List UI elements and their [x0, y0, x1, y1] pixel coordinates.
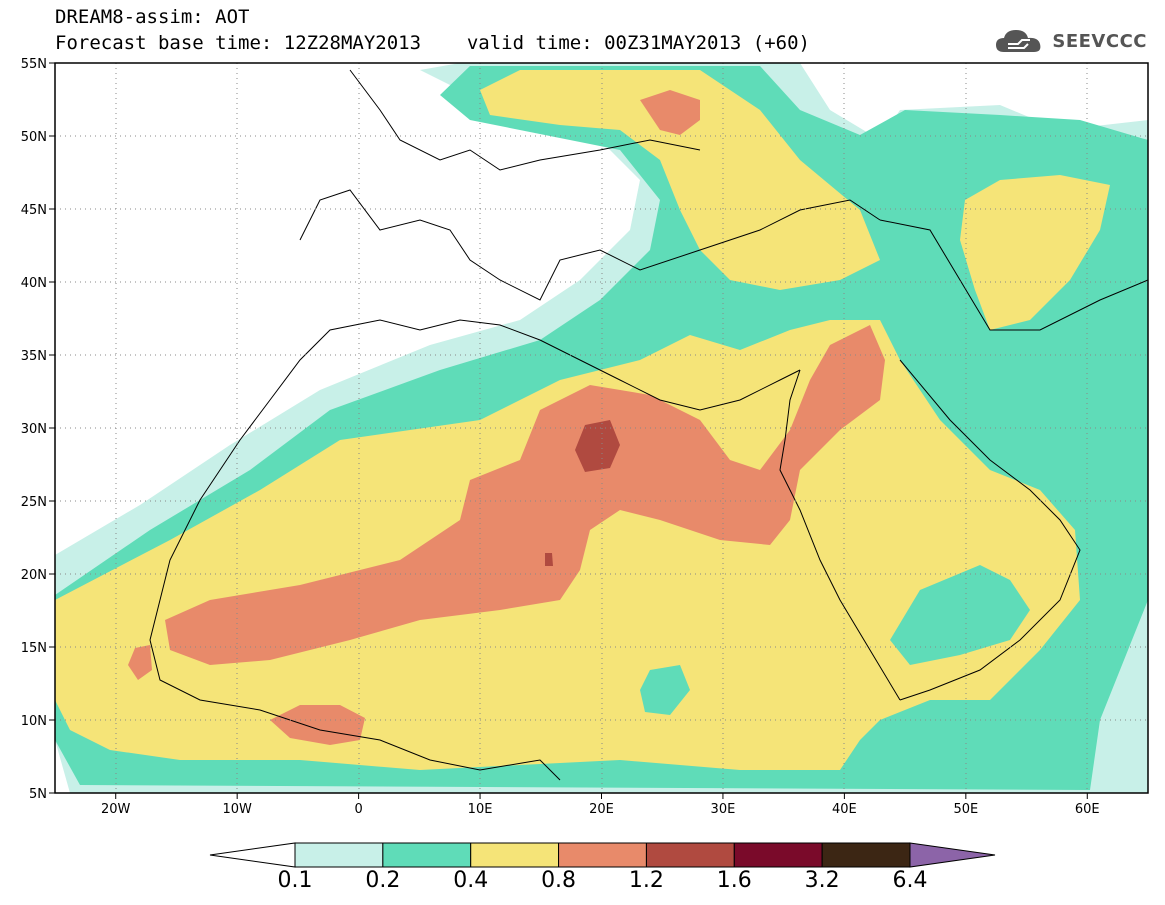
aot-band-0-4-caspian	[960, 175, 1110, 330]
colorbar-box	[470, 842, 560, 868]
colorbar-label: 0.8	[541, 868, 577, 893]
colorbar-box	[558, 842, 647, 868]
lat-tick-label: 5N	[29, 787, 47, 802]
aot-band-0-8	[165, 325, 885, 665]
lon-tick-label: 30E	[711, 802, 736, 817]
valid-time: valid time: 00Z31MAY2013 (+60)	[466, 32, 810, 54]
lat-tick-label: 35N	[21, 349, 47, 364]
axis-ticks: 55N 50N 45N 40N 35N 30N 25N 20N 15N 10N 5N 20W 10W 0 1…	[21, 57, 1100, 817]
coastlines	[149, 69, 1148, 781]
lon-tick-label: 60E	[1075, 802, 1100, 817]
map-title: DREAM8-assim: AOT	[55, 6, 250, 28]
lat-tick-label: 50N	[21, 130, 47, 145]
gridlines	[55, 63, 1148, 793]
colorbar-label: 1.6	[716, 868, 752, 893]
colorbar-low-arrow	[209, 842, 296, 868]
aot-band-0-2-patch-sudan	[640, 665, 690, 715]
map-subtitle: Forecast base time: 12Z28MAY2013 valid t…	[55, 32, 810, 54]
lat-tick-label: 40N	[21, 276, 47, 291]
colorbar-box	[733, 842, 823, 868]
colorbar-box	[382, 842, 472, 868]
colorbar	[209, 842, 996, 868]
lon-tick-label: 10W	[222, 802, 252, 817]
colorbar-box	[645, 842, 735, 868]
colorbar-high-arrow	[909, 842, 996, 868]
aot-band-0-2-patch-arabia	[890, 565, 1030, 665]
aot-band-0-4-north	[480, 70, 880, 290]
lon-tick-label: 20W	[101, 802, 131, 817]
colorbar-label: 6.4	[892, 868, 928, 893]
lon-tick-label: 20E	[589, 802, 614, 817]
lat-tick-label: 55N	[21, 57, 47, 72]
lat-tick-label: 20N	[21, 568, 47, 583]
colorbar-label: 0.4	[453, 868, 489, 893]
colorbar-box	[294, 842, 384, 868]
base-time: Forecast base time: 12Z28MAY2013	[55, 32, 422, 54]
lon-tick-label: 50E	[953, 802, 978, 817]
cloud-icon	[996, 30, 1041, 52]
lat-tick-label: 15N	[21, 641, 47, 656]
aot-band-0-8-ukraine	[640, 90, 700, 135]
lat-tick-label: 10N	[21, 714, 47, 729]
colorbar-box	[821, 842, 911, 868]
colorbar-label: 3.2	[804, 868, 840, 893]
colorbar-label: 0.1	[277, 868, 313, 893]
lon-tick-label: 40E	[832, 802, 857, 817]
aot-band-0-8-guinea	[270, 705, 365, 745]
lat-tick-label: 30N	[21, 422, 47, 437]
aot-band-1-2-small	[545, 553, 553, 566]
lon-tick-label: 10E	[468, 802, 493, 817]
lon-tick-label: 0	[354, 802, 362, 817]
lat-tick-label: 45N	[21, 203, 47, 218]
aot-band-0-8-west	[128, 645, 152, 680]
brand-name: SEEVCCC	[1052, 30, 1147, 52]
colorbar-label: 0.2	[365, 868, 401, 893]
brand-logo: SEEVCCC	[994, 26, 1147, 56]
aot-band-1-2	[575, 420, 620, 472]
lat-tick-label: 25N	[21, 495, 47, 510]
colorbar-label: 1.2	[628, 868, 664, 893]
